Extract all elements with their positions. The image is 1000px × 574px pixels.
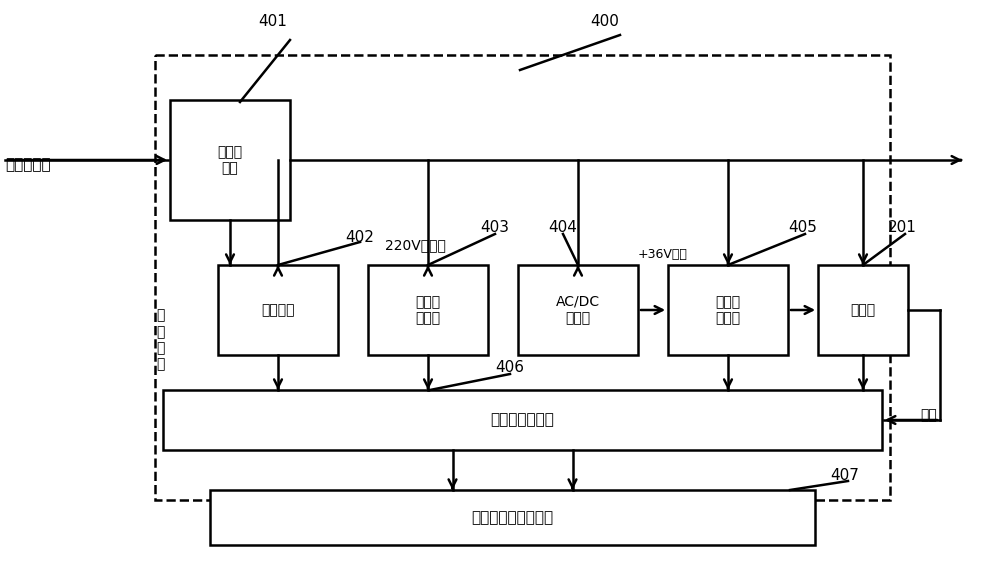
Text: 串口: 串口 — [920, 408, 937, 422]
Bar — [155, 55, 890, 500]
Text: 405: 405 — [788, 220, 817, 235]
Text: 开关电源: 开关电源 — [261, 303, 295, 317]
Text: 404: 404 — [548, 220, 577, 235]
Text: 电控控制接口板: 电控控制接口板 — [491, 413, 554, 428]
Bar — [170, 100, 290, 220]
Text: 控
制
电
柜: 控 制 电 柜 — [156, 309, 164, 371]
Bar — [518, 265, 638, 355]
Text: 交流电输入: 交流电输入 — [5, 157, 51, 173]
Bar — [818, 265, 908, 355]
Text: 第二控
制开关: 第二控 制开关 — [715, 295, 741, 325]
Text: 第一控
制开关: 第一控 制开关 — [415, 295, 441, 325]
Text: 工控机: 工控机 — [850, 303, 876, 317]
Bar — [668, 265, 788, 355]
Bar — [218, 265, 338, 355]
Text: +36V电压: +36V电压 — [638, 249, 688, 262]
Text: 407: 407 — [830, 468, 859, 483]
Text: 406: 406 — [495, 360, 524, 375]
Text: 220V交流电: 220V交流电 — [385, 238, 446, 252]
Bar — [368, 265, 488, 355]
Text: 400: 400 — [590, 14, 619, 29]
Text: 403: 403 — [480, 220, 509, 235]
Text: 201: 201 — [888, 220, 917, 235]
Bar — [210, 490, 815, 545]
Text: 402: 402 — [345, 230, 374, 245]
Text: 401: 401 — [258, 14, 287, 29]
Bar — [163, 390, 882, 450]
Text: 安全变
压器: 安全变 压器 — [217, 145, 243, 175]
Text: AC/DC
变压器: AC/DC 变压器 — [556, 295, 600, 325]
Text: 操作键盘和控制平台: 操作键盘和控制平台 — [471, 510, 554, 525]
